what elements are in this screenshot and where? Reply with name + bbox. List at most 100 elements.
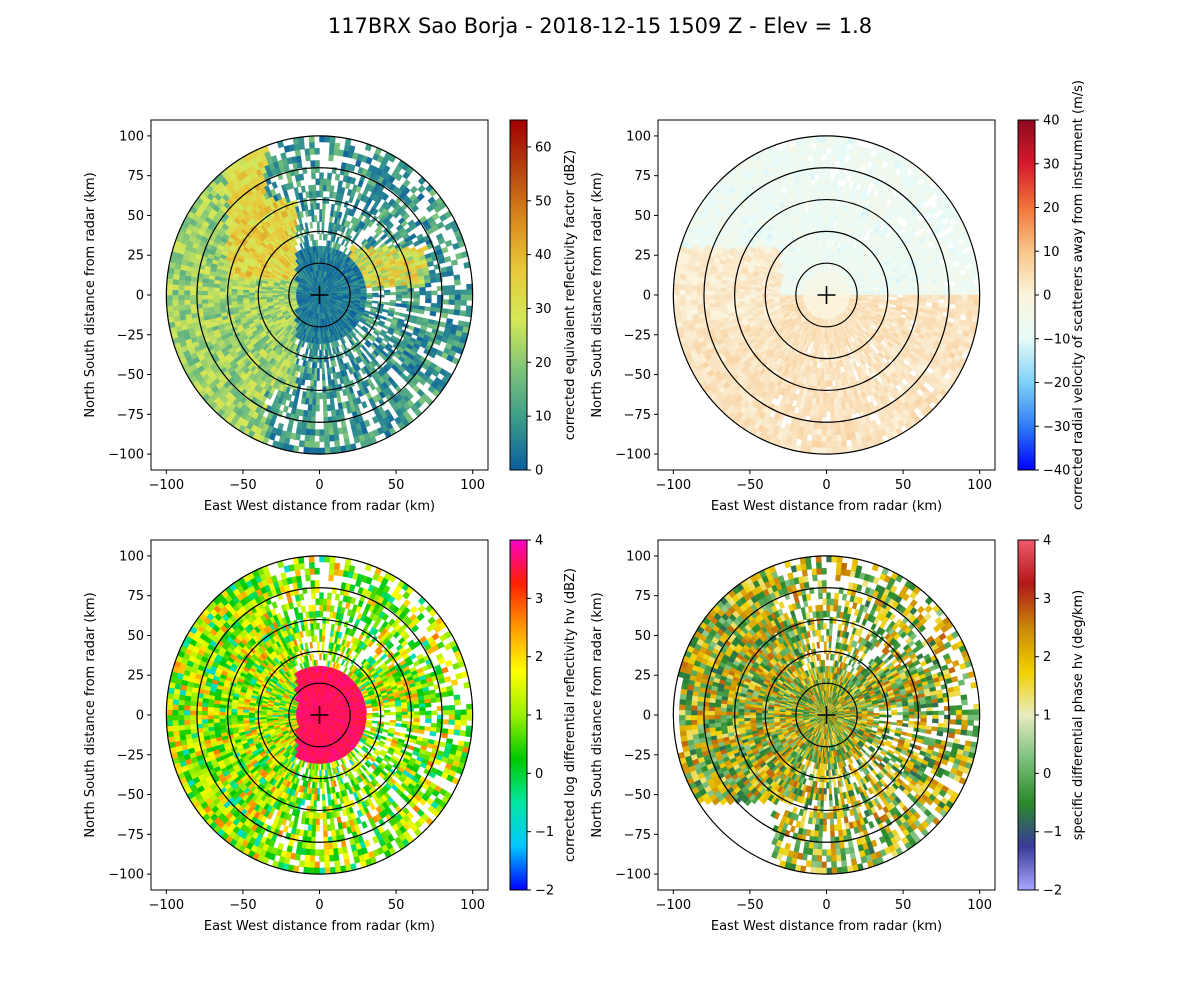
radar-gate (321, 221, 325, 229)
radar-gates (166, 135, 473, 455)
radar-gate (841, 142, 848, 150)
radar-gate (448, 299, 456, 306)
radar-gate (308, 190, 314, 198)
radar-gate (466, 289, 473, 296)
radar-gate (329, 215, 334, 223)
radar-gate (311, 184, 317, 192)
radar-gate (308, 135, 315, 143)
radar-gate (293, 187, 299, 195)
radar-gate (831, 135, 838, 143)
radar-gate (201, 302, 209, 309)
radar-gate (318, 270, 320, 277)
radar-gate (454, 289, 462, 296)
radar-gate (829, 190, 834, 198)
radar-gate (346, 406, 353, 414)
radar-gate (172, 304, 180, 312)
radar-gate (311, 398, 317, 406)
radar-gate (441, 246, 449, 254)
radar-gate (439, 321, 447, 328)
radar-gate (417, 176, 427, 186)
radar-gate (295, 155, 302, 163)
radar-gate (416, 192, 425, 202)
radar-gate (308, 141, 315, 149)
figure-title: 117BRX Sao Borja - 2018-12-15 1509 Z - E… (327, 14, 873, 38)
radar-gate (412, 283, 420, 289)
radar-gate (387, 222, 395, 230)
radar-gate (316, 374, 320, 381)
radar-gate (450, 259, 459, 266)
radar-gate (401, 294, 409, 299)
radar-gate (826, 178, 831, 186)
radar-gate (419, 290, 426, 296)
radar-gate (166, 294, 173, 301)
y-tick-label: −100 (108, 448, 144, 463)
radar-gate (384, 292, 391, 296)
radar-gate (296, 421, 303, 429)
y-tick-label: −50 (117, 368, 144, 383)
radar-gate (309, 147, 316, 155)
radar-gate (315, 239, 319, 247)
radar-gate (393, 311, 401, 316)
radar-gate (219, 294, 226, 299)
radar-gate (298, 440, 305, 448)
radar-gate (319, 362, 323, 369)
radar-gate (319, 233, 322, 241)
radar-gate (402, 179, 411, 188)
radar-gate (179, 314, 187, 321)
radar-gate (826, 141, 832, 149)
radar-gate (280, 152, 287, 160)
radar-gate (321, 367, 326, 375)
radar-gate (219, 291, 226, 296)
radar-gate (826, 202, 830, 210)
radar-gate (328, 148, 335, 156)
radar-gate (372, 294, 379, 298)
radar-gate (319, 331, 322, 338)
radar-gate (327, 422, 334, 430)
radar-gate (278, 294, 285, 297)
radar-gate (313, 203, 317, 210)
colorbar-tick-label: 40 (535, 248, 552, 263)
radar-gate (327, 172, 333, 180)
radar-gate (417, 309, 425, 315)
radar-gate (429, 310, 437, 317)
radar-gate (343, 438, 351, 446)
radar-gate (184, 280, 191, 286)
radar-gate (371, 288, 379, 292)
radar-gate (207, 290, 214, 296)
radar-gate (317, 252, 320, 259)
radar-gate (183, 289, 191, 296)
radar-gate (329, 142, 336, 150)
radar-gate (301, 391, 307, 399)
radar-gate (321, 374, 326, 381)
radar-gate (413, 291, 420, 296)
radar-gate (177, 289, 185, 296)
radar-gate (321, 361, 325, 369)
radar-gate (366, 292, 373, 296)
x-tick-label: −50 (229, 478, 256, 493)
radar-gate (830, 221, 835, 229)
radar-gate (446, 270, 454, 277)
radar-gate (350, 177, 357, 185)
radar-gate (316, 202, 320, 210)
radar-gate (333, 434, 340, 442)
radar-gate (324, 441, 331, 449)
radar-gate (308, 441, 315, 449)
radar-gate (236, 297, 244, 302)
radar-gate (329, 397, 335, 405)
radar-gate (323, 429, 330, 436)
radar-gate (390, 291, 397, 296)
radar-gate (300, 185, 306, 193)
radar-gate (830, 147, 837, 155)
radar-gate (401, 288, 409, 293)
radar-gate (311, 172, 316, 180)
radar-gate (316, 221, 320, 228)
radar-gate (430, 277, 437, 284)
radar-gate (326, 404, 332, 412)
radar-gate (826, 160, 832, 167)
radar-gate (314, 429, 320, 436)
radar-gate (425, 290, 432, 296)
x-tick-label: 0 (315, 478, 323, 493)
radar-gate (337, 211, 343, 219)
radar-gate (460, 294, 468, 301)
radar-gate (348, 145, 356, 153)
